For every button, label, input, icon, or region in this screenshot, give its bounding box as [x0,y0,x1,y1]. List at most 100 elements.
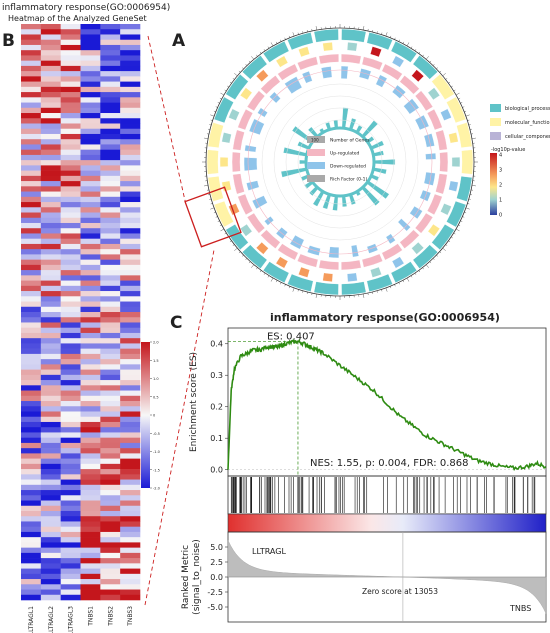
circos-down-track [246,180,260,191]
heatmap-cell [100,196,121,203]
heatmap-cell [80,139,101,145]
heatmap-cell [100,249,121,255]
heatmap-cell [100,264,121,271]
heatmap-cell [100,421,121,428]
heatmap-cell [120,406,141,412]
heatmap-cell [100,270,121,276]
heatmap-cell [100,338,121,344]
heatmap-cell [120,238,141,245]
heatmap-cell [80,280,101,287]
circos-category-segment [287,273,314,292]
heatmap-cell [60,348,81,355]
heatmap-cell [80,291,101,297]
heatmap-cell [21,406,42,412]
heatmap-cell [21,343,42,349]
circos-up-track [381,243,403,261]
circos-up-track [426,193,443,216]
circos-rich-factor-bar [361,120,379,139]
heatmap-cell [21,401,42,407]
heatmap-cell [120,427,141,433]
heatmap-cell [120,86,141,93]
heatmap-cell [21,568,42,575]
heatmap-cell [60,254,81,260]
heatmap-cell [40,86,61,93]
heatmap-cell [80,228,101,234]
heatmap-cell [80,312,101,318]
circos-up-track [260,229,281,249]
heatmap-cell [100,432,121,438]
heatmap-cell [60,427,81,433]
heatmap-cell [21,92,42,98]
heatmap-cell [120,442,141,449]
heatmap-cell [40,495,61,501]
heatmap-cell [40,395,61,402]
heatmap-cell [40,547,61,554]
heatmap-cell [40,170,61,177]
heatmap-cell [80,327,101,334]
circos-pvalue-bar [221,180,232,192]
circos-rich-factor-bar [332,195,339,211]
circos-up-track [237,108,254,131]
heatmap-cell [60,270,81,276]
heatmap-cell [40,364,61,370]
heatmap-cell [120,233,141,239]
heatmap-cell [21,65,42,72]
heatmap-cell [60,474,81,480]
heatmap-cell [100,186,121,192]
heatmap-cell [60,34,81,41]
heatmap-cell [80,495,101,501]
heatmap-cell [60,233,81,239]
heatmap-cell [120,312,141,318]
category-legend-swatch [490,132,501,140]
heatmap-cell [80,233,101,239]
heatmap-cell [100,573,121,580]
heatmap-cell [21,374,42,381]
heatmap-cell [60,385,81,391]
heatmap-cell [100,317,121,323]
heatmap-cell [40,123,61,130]
heatmap-cell [100,542,121,548]
heatmap-cell [40,50,61,56]
heatmap-cell [21,442,42,449]
heatmap-cell [60,558,81,564]
heatmap-cell [80,537,101,543]
heatmap-cell [21,458,42,465]
heatmap-cell [40,280,61,287]
heatmap-cell [100,364,121,370]
center-legend-label: Rich Factor (0-1) [330,177,367,183]
heatmap-cell [60,291,81,297]
heatmap-cell [21,364,42,370]
heatmap-cell [100,505,121,512]
heatmap-cell [100,552,121,559]
circos-pvalue-bar [346,42,358,52]
heatmap-cell [40,369,61,376]
circos-down-track [409,205,423,220]
circos-category-segment [456,122,473,149]
heatmap-cell [80,353,101,360]
heatmap-cell [80,380,101,386]
heatmap-cell [21,474,42,480]
circos-pvalue-bar [221,132,232,144]
heatmap-cell [21,133,42,140]
heatmap-cell [80,55,101,61]
heatmap-cell [60,469,81,475]
heatmap-cell [21,427,42,433]
heatmap-cell [40,133,61,140]
heatmap-cell [120,495,141,501]
heatmap-cell [100,29,121,35]
heatmap-cell [40,238,61,245]
heatmap-cell [21,348,42,355]
heatmap-cell [120,165,141,171]
heatmap-cell [100,369,121,376]
heatmap-cell [80,254,101,260]
heatmap-cell [40,531,61,538]
heatmap-cell [40,191,61,198]
circos-down-track [340,65,349,80]
heatmap-cell [40,380,61,386]
heatmap-cell [21,390,42,397]
center-legend-label: Down-regulated [330,164,366,170]
circos-up-track [318,259,340,271]
heatmap-cell [100,175,121,182]
pvalue-colorbar-tick: 0 [499,213,502,219]
